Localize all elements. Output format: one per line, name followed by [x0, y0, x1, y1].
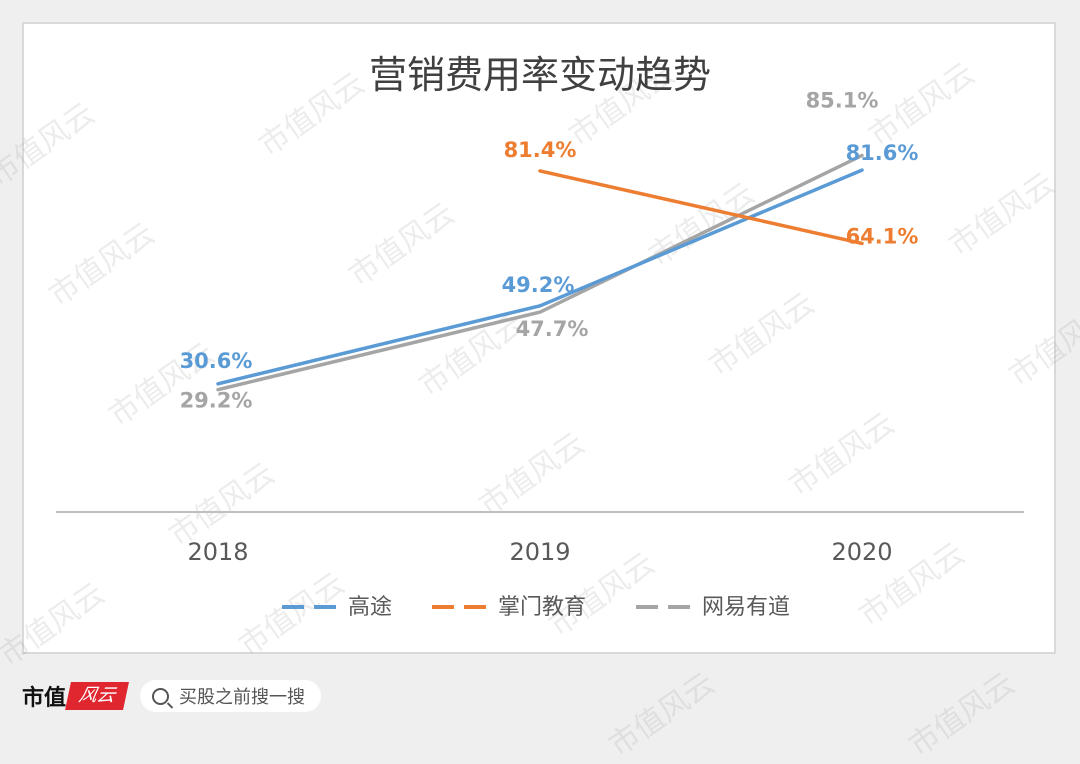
legend-label: 高途 [348, 595, 392, 620]
line-chart: 营销费用率变动趋势 30.6% 49.2% 81.6% 81.4% 64.1% 29.2%… [56, 53, 1024, 620]
x-tick-label: 2020 [831, 538, 892, 566]
brand-name: 市值 [22, 685, 67, 711]
series-line-2 [216, 153, 864, 392]
legend-label: 掌门教育 [498, 595, 586, 620]
data-labels-layer: 30.6% 49.2% 81.6% 81.4% 64.1% 29.2% 47.7% 85.1% [180, 88, 919, 412]
chart-title: 营销费用率变动趋势 [369, 53, 711, 97]
data-label: 49.2% [502, 273, 575, 297]
search-box[interactable]: 买股之前搜一搜 [140, 680, 322, 712]
data-label: 81.6% [846, 141, 919, 165]
x-tick-label: 2018 [187, 538, 248, 566]
data-label: 64.1% [846, 224, 919, 248]
data-label: 85.1% [806, 88, 879, 112]
legend-label: 网易有道 [702, 595, 790, 620]
chart-panel [22, 22, 1056, 654]
series-layer [216, 153, 864, 392]
data-label: 47.7% [516, 317, 589, 341]
x-tick-labels: 2018 2019 2020 [187, 538, 892, 566]
brand-logo: 风云 [65, 682, 129, 710]
legend: 高途 掌门教育 网易有道 [282, 595, 790, 620]
footer-bar: 市值 风云 买股之前搜一搜 [22, 670, 722, 722]
x-tick-label: 2019 [509, 538, 570, 566]
search-icon [152, 687, 170, 705]
data-label: 81.4% [504, 138, 577, 162]
series-line-0 [216, 168, 864, 386]
series-line-1 [538, 169, 864, 246]
data-label: 30.6% [180, 349, 253, 373]
search-placeholder: 买股之前搜一搜 [179, 687, 306, 708]
data-label: 29.2% [180, 389, 253, 413]
